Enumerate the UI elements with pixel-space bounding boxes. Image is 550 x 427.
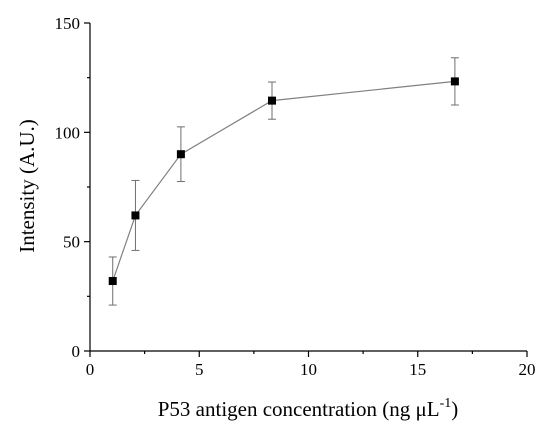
y-tick-label-100: 100 [55,123,81,142]
x-tick-label-5: 5 [195,360,204,379]
y-tick-label-50: 50 [63,233,80,252]
data-point-4 [450,77,459,86]
data-point-2 [176,150,185,159]
x-axis-label: P53 antigen concentration (ng μL-1) [158,396,459,421]
series-line-0 [112,80,455,282]
ticks: 0 50 100 150 0 5 10 15 20 [55,14,536,379]
x-axis-label-superscript: -1 [440,396,452,411]
axes [89,23,527,352]
series [108,57,459,306]
x-tick-label-0: 0 [86,360,95,379]
x-tick-label-15: 15 [409,360,426,379]
data-point-3 [268,96,277,105]
x-tick-label-10: 10 [300,360,317,379]
x-axis-label-main: P53 antigen concentration (ng μL [158,397,440,421]
y-tick-label-0: 0 [72,342,81,361]
y-axis-label: Intensity (A.U.) [15,119,39,253]
x-axis-label-suffix: ) [451,397,458,421]
data-point-0 [108,277,117,286]
y-tick-label-150: 150 [55,14,81,33]
data-point-1 [131,211,140,220]
x-tick-label-20: 20 [519,360,536,379]
